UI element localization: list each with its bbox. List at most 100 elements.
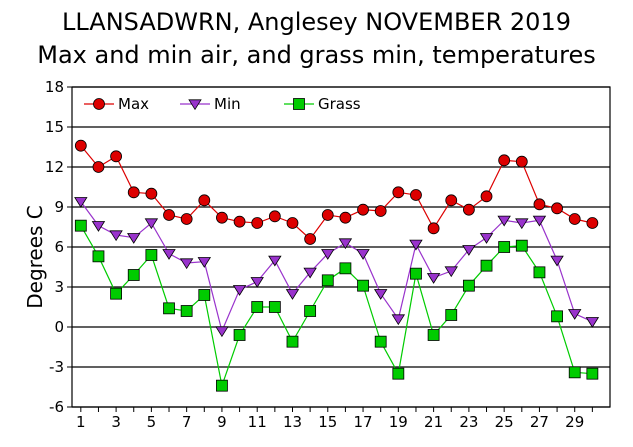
min-point	[356, 249, 370, 260]
max-point	[233, 215, 246, 228]
max-point	[251, 217, 264, 229]
grass-point	[339, 262, 352, 275]
min-point	[109, 230, 123, 242]
max-point	[198, 194, 211, 207]
grass-point	[286, 335, 299, 348]
min-point	[303, 267, 317, 279]
min-point	[250, 277, 264, 288]
grass-point	[533, 266, 546, 279]
grass-point	[551, 310, 563, 323]
max-point	[374, 205, 387, 217]
grass-point	[92, 250, 105, 263]
max-point	[339, 211, 352, 224]
chart-subtitle: Max and min air, and grass min, temperat…	[37, 41, 596, 69]
min-point	[479, 233, 494, 244]
min-point	[232, 285, 247, 296]
max-point	[163, 209, 175, 221]
grass-series-line	[80, 225, 593, 388]
x-tick-label: 17	[354, 413, 373, 431]
max-point	[74, 139, 87, 152]
grass-point	[498, 241, 511, 253]
min-point	[515, 218, 529, 230]
max-series-line	[80, 145, 593, 240]
grass-point	[251, 301, 264, 313]
y-tick-label: 18	[45, 78, 64, 96]
min-point	[127, 233, 141, 244]
max-point	[586, 217, 599, 229]
grass-point	[321, 274, 334, 287]
max-point	[498, 154, 511, 167]
y-tick-label: 0	[54, 318, 64, 336]
y-axis-label: Degrees C	[23, 205, 47, 309]
x-tick-label: 15	[318, 413, 337, 431]
legend-marker-min	[188, 99, 202, 111]
max-point	[568, 213, 581, 225]
grass-point	[216, 379, 228, 392]
min-point	[567, 309, 582, 320]
grass-point	[568, 366, 581, 379]
x-tick-label: 9	[217, 413, 227, 431]
min-point	[338, 238, 353, 250]
max-point	[427, 222, 440, 235]
x-tick-label: 5	[147, 413, 157, 431]
min-point	[321, 249, 335, 260]
min-point	[74, 197, 88, 208]
y-tick-label: 6	[54, 238, 64, 256]
min-point	[585, 317, 600, 328]
series-layer	[74, 139, 600, 392]
y-tick-label: 9	[54, 198, 64, 216]
min-point	[215, 326, 229, 338]
x-tick-label: 19	[389, 413, 408, 431]
max-point	[286, 217, 299, 229]
grass-point	[374, 335, 387, 348]
grass-point	[410, 267, 422, 280]
x-tick-label: 23	[459, 413, 478, 431]
min-point	[444, 266, 458, 278]
max-point	[357, 203, 369, 216]
grass-point	[198, 289, 211, 301]
max-point	[268, 210, 281, 223]
grass-point	[515, 239, 528, 252]
y-tick-label: -3	[49, 358, 64, 376]
min-point	[373, 289, 388, 300]
grass-point	[586, 367, 599, 380]
min-point	[179, 258, 194, 270]
legend-marker-max	[93, 98, 105, 110]
min-point	[197, 257, 212, 268]
plot-frame	[71, 86, 611, 408]
y-tick-label: 15	[45, 118, 64, 136]
legend-label-min: Min	[214, 95, 241, 113]
legend-marker-grass	[293, 98, 305, 110]
y-tick-label: 3	[54, 278, 64, 296]
grass-point	[462, 279, 475, 292]
legend-label-max: Max	[118, 95, 149, 113]
x-tick-label: 3	[111, 413, 121, 431]
chart-title: LLANSADWRN, Anglesey NOVEMBER 2019	[62, 8, 571, 36]
y-tick-label: 12	[45, 158, 64, 176]
max-point	[392, 186, 405, 199]
max-point	[304, 233, 317, 245]
min-point	[426, 273, 441, 284]
max-point	[110, 150, 122, 163]
grass-point	[127, 269, 140, 281]
grass-point	[392, 367, 405, 380]
max-point	[410, 189, 422, 201]
max-point	[216, 211, 228, 224]
legend-label-grass: Grass	[318, 95, 361, 113]
max-point	[533, 198, 546, 211]
grass-point	[110, 287, 122, 300]
grass-point	[427, 329, 440, 341]
min-point	[409, 239, 423, 251]
min-point	[268, 255, 282, 267]
grass-point	[233, 329, 246, 341]
max-point	[462, 203, 475, 216]
max-point	[551, 202, 563, 215]
max-point	[445, 194, 458, 207]
x-tick-label: 11	[248, 413, 267, 431]
max-point	[92, 161, 105, 173]
min-point	[91, 221, 106, 232]
grass-point	[145, 249, 158, 261]
x-tick-label: 13	[283, 413, 302, 431]
